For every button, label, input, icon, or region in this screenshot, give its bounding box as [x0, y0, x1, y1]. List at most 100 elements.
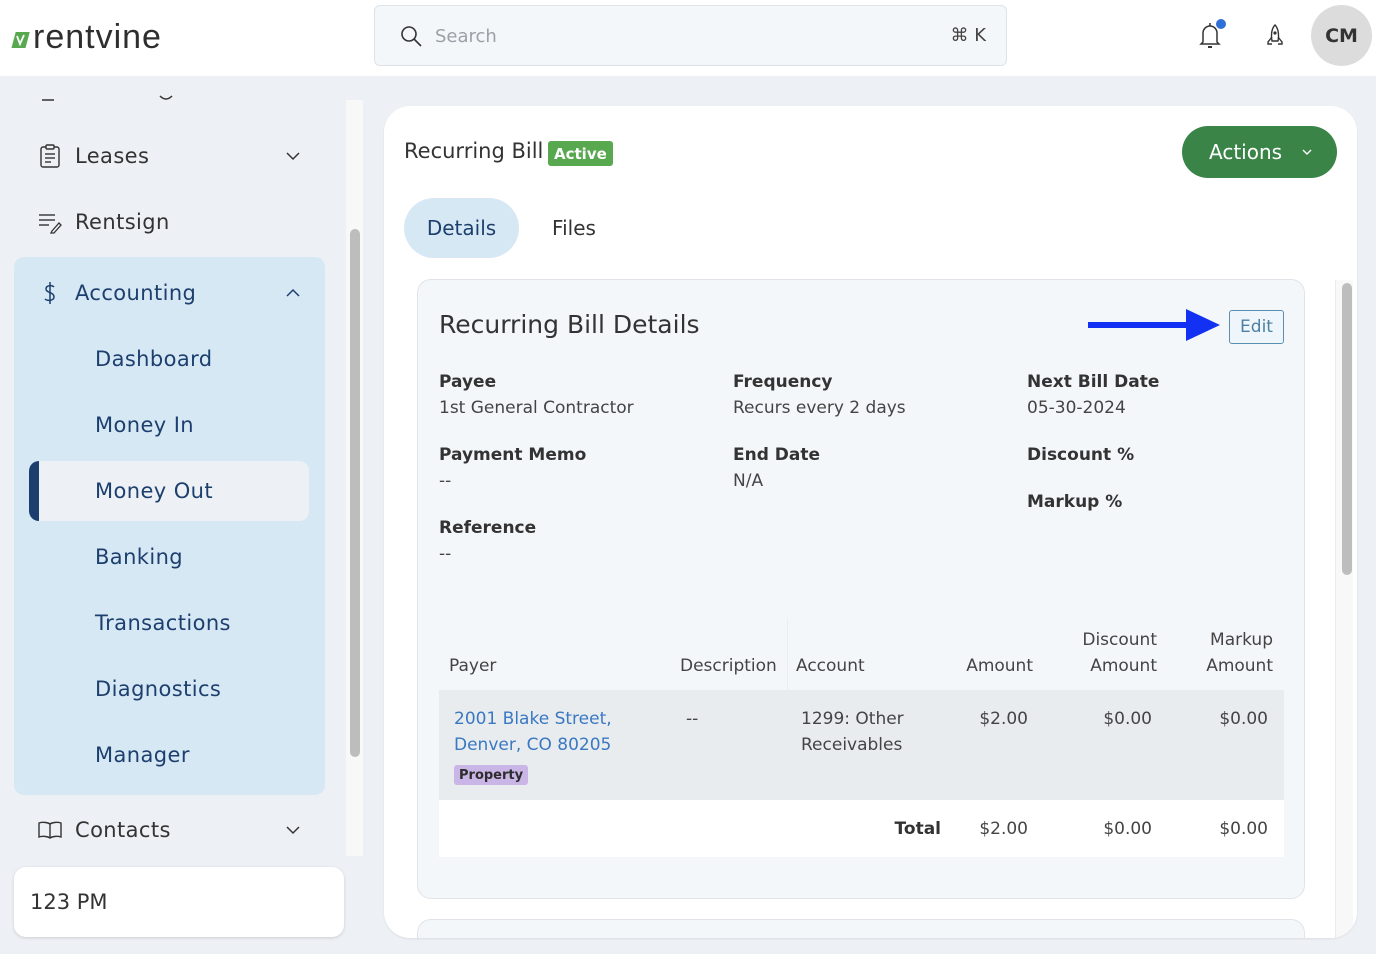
payee-field: Payee 1st General Contractor [439, 372, 634, 418]
field-value: 05-30-2024 [1027, 398, 1126, 418]
rentvine-logo[interactable]: rentvine [10, 18, 162, 57]
brand-name: rentvine [33, 18, 162, 56]
discount-amount-cell: $0.00 [1103, 709, 1152, 729]
edit-button[interactable]: Edit [1229, 310, 1284, 344]
payer-cell: 2001 Blake Street, Denver, CO 80205 [454, 706, 612, 758]
discount-pct-field: Discount % [1027, 445, 1134, 465]
sidebar-scrollbar-thumb[interactable] [350, 229, 360, 757]
sidebar-subitem-manager[interactable]: Manager [29, 725, 309, 785]
sidebar-subitem-banking[interactable]: Banking [29, 527, 309, 587]
annotation-arrow-icon [1088, 309, 1220, 341]
organization-switcher[interactable]: 123 PM [14, 867, 344, 937]
tab-files[interactable]: Files [552, 216, 596, 240]
frequency-field: Frequency Recurs every 2 days [733, 372, 906, 418]
sidebar-subitem-label: Dashboard [95, 347, 213, 371]
field-label: Markup % [1027, 492, 1123, 512]
sidebar-item-label: Accounting [75, 281, 197, 305]
total-discount-amount: $0.00 [1103, 819, 1152, 839]
total-label: Total [894, 819, 941, 839]
sidebar-item-rentsign[interactable]: Rentsign [14, 194, 325, 250]
sidebar-subitem-money-out[interactable]: Money Out [29, 461, 309, 521]
search-bar[interactable]: ⌘ K [374, 5, 1007, 66]
column-header-account: Account [796, 656, 865, 676]
field-value: N/A [733, 471, 764, 491]
sidebar-item-accounting[interactable]: Accounting [14, 265, 325, 321]
book-icon [38, 821, 62, 839]
column-divider [787, 619, 788, 691]
column-header-amount: Amount [966, 656, 1033, 676]
sidebar-item-label: Contacts [75, 818, 171, 842]
payer-address-line: 2001 Blake Street, [454, 709, 612, 729]
field-label: Next Bill Date [1027, 372, 1160, 392]
sidebar-item-label: Rentsign [75, 210, 170, 234]
tab-details[interactable]: Details [404, 198, 519, 258]
sidebar-subitem-label: Diagnostics [95, 677, 222, 701]
sidebar-subitem-dashboard[interactable]: Dashboard [29, 329, 309, 389]
next-bill-date-field: Next Bill Date 05-30-2024 [1027, 372, 1159, 418]
sidebar-subitem-transactions[interactable]: Transactions [29, 593, 309, 653]
recurring-bill-details-card: Recurring Bill Details Edit Payee 1st Ge… [417, 279, 1305, 899]
notification-bell-icon[interactable] [1196, 20, 1224, 50]
main-scrollbar-thumb[interactable] [1342, 283, 1352, 575]
dollar-icon [44, 282, 55, 304]
sidebar-subitem-label: Manager [95, 743, 190, 767]
column-header-line: Amount [1206, 656, 1273, 676]
field-label: End Date [733, 445, 821, 465]
payment-memo-field: Payment Memo -- [439, 445, 586, 491]
field-label: Payee [439, 372, 497, 392]
sidebar: Leases Rentsign Accounting Dashboard [0, 76, 370, 954]
leaf-logo-icon [11, 31, 30, 48]
amount-cell: $2.00 [979, 709, 1028, 729]
sign-pen-icon [39, 214, 62, 234]
actions-dropdown-button[interactable]: Actions [1182, 126, 1337, 178]
column-header-line: Discount [1082, 630, 1157, 650]
total-amount: $2.00 [979, 819, 1028, 839]
rocket-icon[interactable] [1263, 23, 1287, 49]
page-title: Recurring Bill [404, 139, 544, 163]
accounting-group: Accounting Dashboard Money In Money Out … [14, 257, 325, 795]
field-label: Reference [439, 518, 537, 538]
chevron-up-icon [286, 288, 300, 297]
chevron-down-icon [1302, 149, 1312, 155]
search-input[interactable] [435, 20, 915, 52]
account-line: Receivables [801, 735, 903, 755]
description-cell: -- [686, 709, 699, 729]
reference-field: Reference -- [439, 518, 536, 564]
card-title: Recurring Bill Details [439, 310, 700, 339]
column-header-discount-amount: Discount Amount [1057, 627, 1157, 679]
actions-label: Actions [1209, 140, 1283, 164]
main-panel: Recurring Bill Active Actions Details Fi… [384, 106, 1357, 938]
field-value: -- [439, 471, 452, 491]
account-line: 1299: Other [801, 709, 904, 729]
end-date-field: End Date N/A [733, 445, 820, 491]
account-cell: 1299: Other Receivables [801, 706, 904, 758]
line-items-table-header: Payer Description Account Amount Discoun… [439, 613, 1284, 691]
column-header-markup-amount: Markup Amount [1173, 627, 1273, 679]
chevron-down-icon [286, 152, 300, 161]
column-header-line: Markup [1210, 630, 1273, 650]
field-label: Frequency [733, 372, 833, 392]
sidebar-subitem-diagnostics[interactable]: Diagnostics [29, 659, 309, 719]
payer-property-link[interactable]: 2001 Blake Street, Denver, CO 80205 [454, 706, 612, 758]
sidebar-item-contacts[interactable]: Contacts [14, 802, 325, 858]
sidebar-item-leases[interactable]: Leases [14, 128, 325, 184]
field-value: -- [439, 544, 452, 564]
top-bar: rentvine ⌘ K CM [0, 0, 1376, 76]
markup-amount-cell: $0.00 [1219, 709, 1268, 729]
search-icon [401, 26, 422, 47]
sidebar-subitem-label: Money In [95, 413, 195, 437]
markup-pct-field: Markup % [1027, 492, 1122, 512]
sidebar-subitem-label: Money Out [95, 479, 213, 503]
field-value: 1st General Contractor [439, 398, 634, 418]
cut-off-nav-item [42, 95, 173, 101]
column-header-line: Amount [1090, 656, 1157, 676]
user-avatar[interactable]: CM [1311, 5, 1372, 66]
sidebar-subitem-label: Banking [95, 545, 184, 569]
column-header-description: Description [680, 656, 777, 676]
search-shortcut-hint: ⌘ K [950, 25, 986, 46]
sidebar-subitem-money-in[interactable]: Money In [29, 395, 309, 455]
sidebar-item-label: Leases [75, 144, 150, 168]
clipboard-icon [40, 144, 60, 168]
chevron-down-icon [286, 826, 300, 835]
property-type-badge: Property [454, 765, 529, 785]
